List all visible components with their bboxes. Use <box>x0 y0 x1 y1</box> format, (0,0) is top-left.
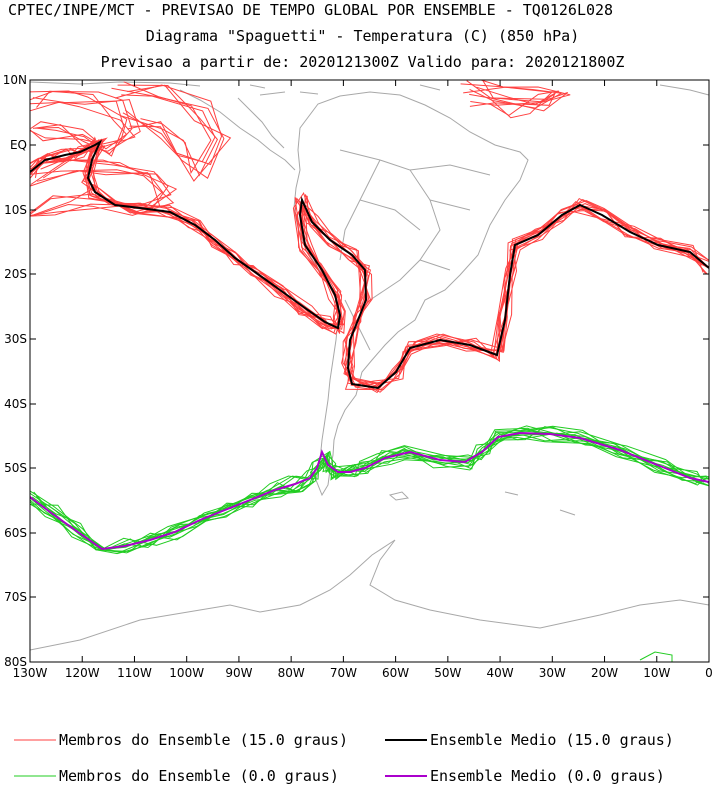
member-15c-line <box>466 80 569 112</box>
lon-label: 120W <box>65 666 100 680</box>
member-15c-line <box>30 90 133 155</box>
lon-label: 30W <box>539 666 566 680</box>
lat-label: 50S <box>4 461 27 475</box>
legend-item: Membros do Ensemble (0.0 graus) <box>14 767 339 785</box>
latitude-axis: 10N EQ 10S 20S 30S 40S 50S 60S 70S 80S <box>3 73 709 669</box>
ensemble-members-0c <box>30 425 709 662</box>
member-15c-line <box>32 97 125 157</box>
member-15c-line <box>30 170 164 217</box>
lon-label: 10W <box>643 666 670 680</box>
legend-item: Membros do Ensemble (15.0 graus) <box>14 731 348 749</box>
south-america-coast <box>293 91 529 497</box>
member-15c-line <box>30 169 175 217</box>
member-0c-line <box>30 436 704 555</box>
lat-label: EQ <box>10 138 27 152</box>
ensemble-mean-0c <box>30 431 709 551</box>
member-15c-line <box>124 84 232 182</box>
lon-label: 70W <box>330 666 357 680</box>
legend-label: Ensemble Medio (0.0 graus) <box>430 767 665 785</box>
legend-label: Ensemble Medio (15.0 graus) <box>430 731 674 749</box>
lat-label: 80S <box>4 655 27 669</box>
country-borders <box>339 149 491 351</box>
lon-label: 50W <box>434 666 461 680</box>
lon-label: 80W <box>278 666 305 680</box>
member-15c-line <box>30 138 709 394</box>
member-15c-line <box>30 138 708 388</box>
falklands <box>388 491 410 501</box>
lat-label: 60S <box>4 526 27 540</box>
member-15c-line <box>460 83 554 119</box>
south-georgia <box>504 491 576 516</box>
lat-label: 20S <box>4 267 27 281</box>
lon-label: 90W <box>225 666 252 680</box>
lat-label: 30S <box>4 332 27 346</box>
lon-label: 40W <box>487 666 514 680</box>
member-15c-line <box>30 137 708 385</box>
member-0c-line <box>639 651 673 662</box>
member-15c-line <box>117 84 218 177</box>
title-line-3: Previsao a partir de: 2020121300Z Valido… <box>100 53 625 71</box>
member-15c-line <box>30 99 141 152</box>
plot-frame <box>29 79 710 663</box>
ensemble-mean-15c <box>30 139 709 390</box>
lon-label: 20W <box>591 666 618 680</box>
legend-label: Membros do Ensemble (15.0 graus) <box>59 731 348 749</box>
member-15c-line <box>463 86 571 106</box>
member-15c-line <box>30 159 161 217</box>
lat-label: 10N <box>3 73 27 87</box>
member-15c-line <box>123 81 212 175</box>
lon-label: 100W <box>169 666 204 680</box>
member-15c-line <box>30 138 709 393</box>
legend-label: Membros do Ensemble (0.0 graus) <box>59 767 339 785</box>
legend: Membros do Ensemble (15.0 graus) Ensemble… <box>14 731 674 785</box>
lon-label: 0 <box>705 666 713 680</box>
longitude-axis: 130W 120W 110W 100W 90W 80W 70W 60W 50W 40W 30W 20W… <box>13 80 713 680</box>
member-15c-line <box>30 138 709 386</box>
lon-label: 60W <box>382 666 409 680</box>
title-line-1: CPTEC/INPE/MCT - PREVISAO DE TEMPO GLOBA… <box>8 1 614 19</box>
lat-label: 10S <box>4 203 27 217</box>
member-15c-line <box>469 80 563 109</box>
lat-label: 40S <box>4 397 27 411</box>
lat-label: 70S <box>4 590 27 604</box>
lon-label: 130W <box>13 666 48 680</box>
member-15c-line <box>469 80 556 107</box>
north-america-coast <box>30 81 709 96</box>
central-america-coast <box>179 89 296 171</box>
lon-label: 110W <box>117 666 152 680</box>
legend-item: Ensemble Medio (0.0 graus) <box>385 767 665 785</box>
member-15c-line <box>121 94 216 163</box>
map-plot-area <box>30 80 709 662</box>
legend-item: Ensemble Medio (15.0 graus) <box>385 731 674 749</box>
title-line-2: Diagrama "Spaguetti" - Temperatura (C) (… <box>145 27 580 45</box>
coastlines <box>30 81 709 651</box>
caribbean-islands <box>249 84 441 96</box>
member-15c-line <box>34 140 703 388</box>
antarctica-coast <box>30 539 709 651</box>
member-0c-line <box>30 426 709 553</box>
member-15c-line <box>30 101 136 148</box>
